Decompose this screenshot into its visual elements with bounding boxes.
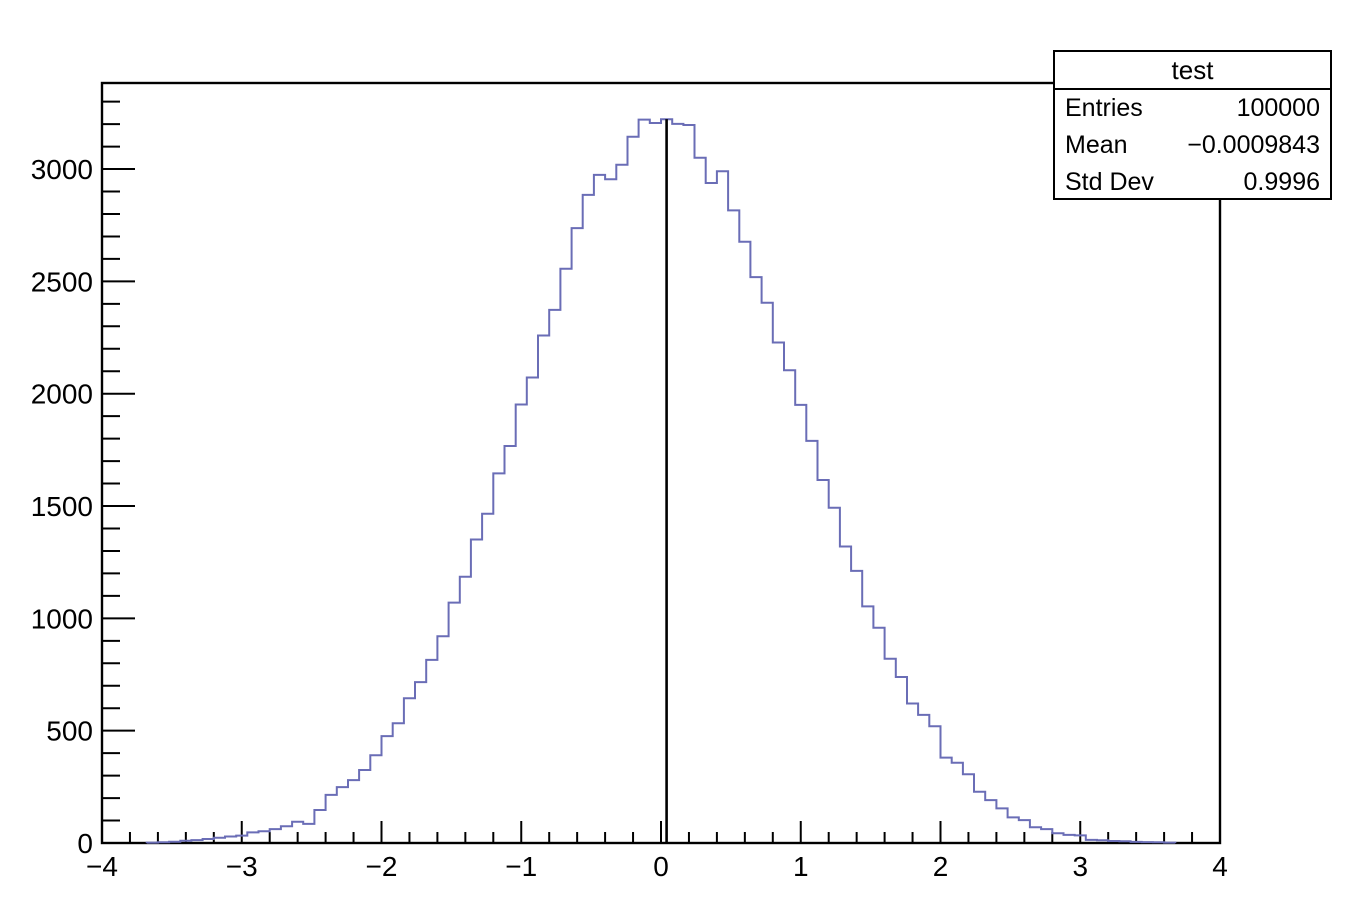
stats-value-stddev: 0.9996 — [1243, 168, 1320, 196]
stats-value-mean: −0.0009843 — [1187, 131, 1320, 159]
stats-title-text: test — [1171, 54, 1214, 85]
y-axis-tick-label: 2500 — [31, 266, 93, 297]
stats-box: test Entries 100000 Mean −0.0009843 Std … — [1053, 50, 1332, 200]
stats-row-entries: Entries 100000 — [1055, 90, 1330, 127]
y-axis-tick-label: 1500 — [31, 491, 93, 522]
stats-row-mean: Mean −0.0009843 — [1055, 127, 1330, 164]
stats-label-entries: Entries — [1065, 94, 1143, 122]
y-axis-tick-label: 0 — [77, 828, 93, 859]
stats-box-title: test — [1055, 52, 1330, 90]
stats-row-stddev: Std Dev 0.9996 — [1055, 164, 1330, 201]
x-axis-tick-label: −4 — [86, 851, 118, 882]
y-axis-tick-label: 1000 — [31, 603, 93, 634]
stats-value-entries: 100000 — [1236, 94, 1320, 122]
stats-label-mean: Mean — [1065, 131, 1128, 159]
x-axis-tick-label: −1 — [505, 851, 537, 882]
x-axis-tick-label: 3 — [1072, 851, 1088, 882]
y-axis-tick-label: 3000 — [31, 154, 93, 185]
x-axis-tick-label: 0 — [653, 851, 669, 882]
x-axis-tick-label: 4 — [1212, 851, 1228, 882]
histogram-step-line — [145, 118, 1177, 844]
x-axis-tick-label: −2 — [366, 851, 398, 882]
stats-label-stddev: Std Dev — [1065, 168, 1154, 196]
x-axis-tick-label: 1 — [793, 851, 809, 882]
x-axis-tick-label: 2 — [933, 851, 949, 882]
y-axis-tick-label: 500 — [46, 716, 93, 747]
y-axis-tick-label: 2000 — [31, 379, 93, 410]
x-axis-tick-label: −3 — [226, 851, 258, 882]
